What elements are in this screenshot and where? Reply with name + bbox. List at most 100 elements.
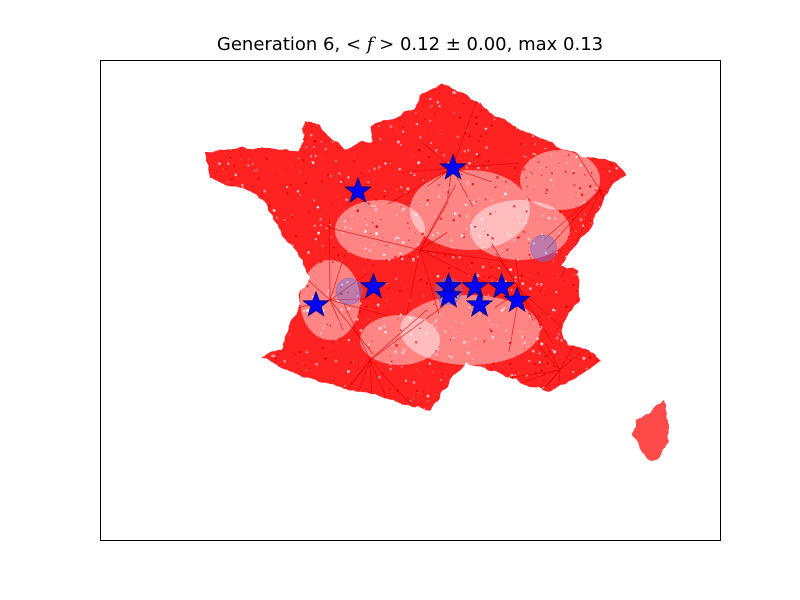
density-speck bbox=[223, 225, 226, 229]
density-speck bbox=[622, 121, 626, 125]
density-speck bbox=[256, 330, 259, 333]
density-speck bbox=[476, 274, 480, 278]
density-speck bbox=[386, 300, 388, 302]
density-speck bbox=[417, 161, 421, 165]
density-speck bbox=[363, 230, 367, 233]
density-speck bbox=[616, 184, 620, 188]
density-speck bbox=[559, 210, 562, 214]
density-speck bbox=[316, 105, 319, 108]
density-speck bbox=[224, 301, 227, 304]
density-speck bbox=[298, 92, 301, 94]
density-speck bbox=[395, 343, 398, 347]
density-speck bbox=[606, 276, 608, 278]
density-speck bbox=[436, 101, 440, 104]
density-speck bbox=[628, 238, 630, 241]
density-speck bbox=[321, 393, 323, 396]
density-speck bbox=[245, 218, 247, 221]
density-speck bbox=[474, 200, 477, 203]
density-speck bbox=[395, 277, 398, 281]
density-speck bbox=[449, 339, 452, 341]
density-speck bbox=[273, 302, 276, 305]
density-speck bbox=[276, 174, 278, 176]
density-speck bbox=[212, 185, 216, 188]
density-speck bbox=[610, 364, 612, 366]
density-speck bbox=[503, 192, 507, 196]
density-speck bbox=[278, 405, 280, 408]
density-speck bbox=[342, 179, 345, 182]
density-speck bbox=[612, 154, 614, 156]
density-speck bbox=[448, 355, 450, 357]
density-speck bbox=[460, 384, 463, 386]
density-speck bbox=[478, 388, 481, 390]
density-speck bbox=[334, 338, 338, 341]
density-speck bbox=[370, 233, 372, 235]
density-speck bbox=[450, 355, 454, 359]
density-speck bbox=[265, 234, 268, 237]
density-speck bbox=[575, 230, 577, 232]
density-speck bbox=[352, 159, 356, 163]
density-speck bbox=[469, 224, 472, 227]
density-speck bbox=[366, 216, 368, 219]
density-road-line bbox=[451, 162, 522, 169]
density-speck bbox=[487, 159, 491, 163]
density-speck bbox=[468, 306, 471, 309]
density-speck bbox=[312, 403, 314, 406]
density-speck bbox=[523, 390, 525, 393]
density-speck bbox=[545, 166, 547, 168]
density-speck bbox=[548, 213, 550, 215]
density-speck bbox=[423, 407, 426, 410]
density-speck bbox=[346, 291, 350, 294]
density-speck bbox=[435, 151, 437, 153]
density-speck bbox=[585, 282, 587, 285]
density-speck bbox=[488, 167, 489, 169]
corsica-shape bbox=[632, 400, 668, 462]
density-speck bbox=[575, 157, 576, 159]
density-speck bbox=[319, 260, 322, 263]
density-speck bbox=[224, 334, 227, 337]
density-speck bbox=[541, 100, 544, 103]
density-speck bbox=[614, 316, 617, 319]
density-speck bbox=[249, 404, 252, 407]
density-speck bbox=[471, 228, 473, 230]
density-speck bbox=[524, 99, 526, 101]
density-speck bbox=[329, 174, 332, 178]
density-speck bbox=[314, 110, 316, 112]
star-icon bbox=[359, 272, 388, 299]
density-speck bbox=[395, 214, 398, 217]
density-speck bbox=[332, 246, 335, 249]
density-speck bbox=[409, 400, 412, 402]
density-speck bbox=[211, 128, 214, 131]
density-speck bbox=[289, 120, 293, 124]
density-speck bbox=[299, 194, 302, 196]
density-speck bbox=[389, 355, 391, 357]
density-speck bbox=[216, 183, 219, 186]
density-speck bbox=[239, 208, 242, 211]
density-speck bbox=[618, 182, 621, 184]
density-speck bbox=[289, 333, 291, 336]
density-speck bbox=[532, 389, 535, 392]
density-speck bbox=[375, 87, 377, 90]
density-speck bbox=[215, 170, 219, 174]
density-speck bbox=[383, 325, 386, 328]
density-speck bbox=[324, 188, 326, 190]
density-speck bbox=[394, 95, 397, 97]
density-speck bbox=[604, 343, 607, 346]
density-speck bbox=[337, 196, 339, 198]
density-speck bbox=[205, 402, 206, 404]
density-speck bbox=[467, 149, 470, 152]
density-speck bbox=[478, 235, 481, 238]
density-speck bbox=[313, 145, 315, 148]
density-speck bbox=[212, 210, 215, 213]
density-speck bbox=[349, 227, 352, 230]
density-speck bbox=[266, 118, 269, 121]
density-speck bbox=[619, 259, 622, 263]
density-road-line bbox=[329, 299, 374, 355]
density-speck bbox=[325, 128, 329, 132]
density-speck bbox=[272, 208, 276, 212]
density-road-line bbox=[406, 249, 421, 316]
density-speck bbox=[386, 259, 389, 262]
density-speck bbox=[485, 339, 487, 341]
density-speck bbox=[421, 99, 423, 101]
density-speck bbox=[441, 372, 443, 375]
density-speck bbox=[541, 95, 544, 98]
